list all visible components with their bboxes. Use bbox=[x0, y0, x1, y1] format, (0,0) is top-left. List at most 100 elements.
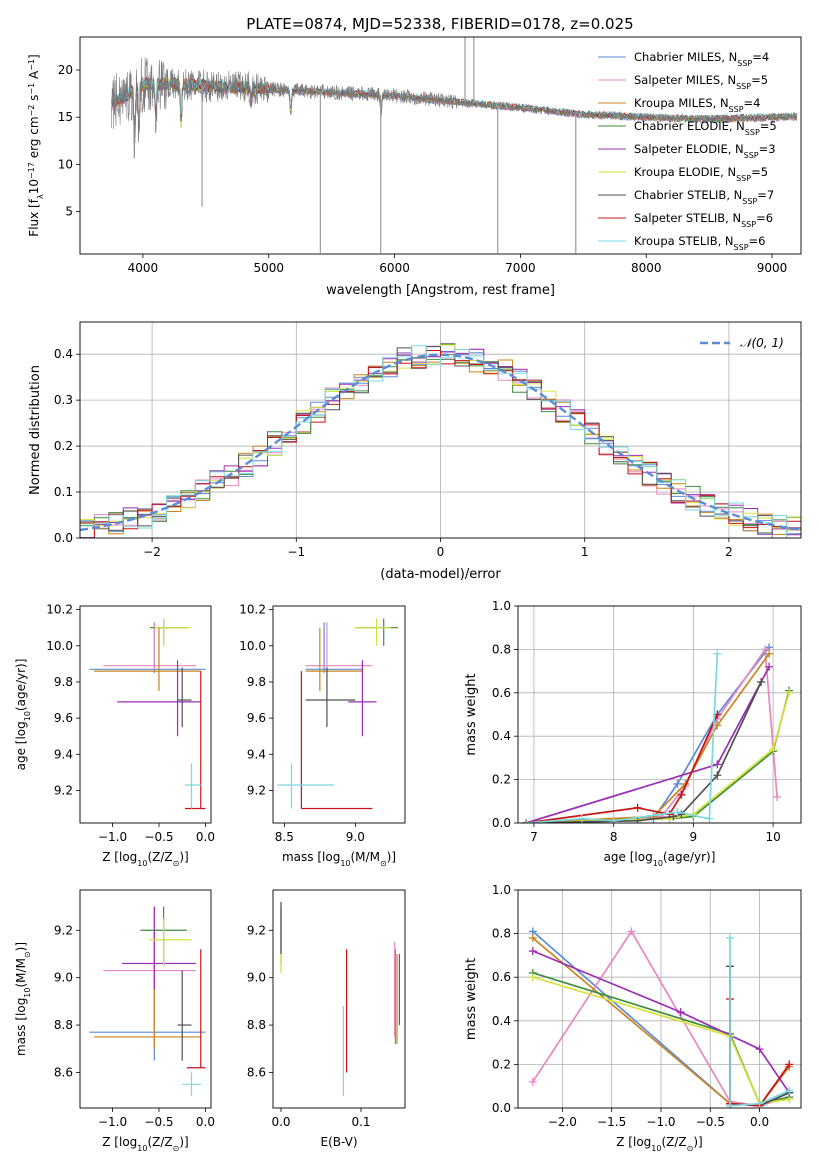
x-tick-label: 0.0 bbox=[750, 1115, 769, 1129]
y-tick-label: 0.1 bbox=[54, 485, 73, 499]
legend-label: Kroupa MILES, NSSP=4 bbox=[634, 96, 760, 114]
spectrum-panel: 4000 5000 6000 7000 8000 9000 5 10 15 20 wavelengt… bbox=[27, 36, 802, 298]
x-tick-label: −1 bbox=[287, 545, 305, 559]
mass-weight-marker bbox=[677, 790, 686, 799]
y-axis-label: mass weight bbox=[464, 673, 479, 755]
x-tick-label: −2 bbox=[143, 545, 161, 559]
mass-weight-marker bbox=[726, 933, 735, 942]
mass-weight-marker bbox=[673, 779, 682, 788]
legend-label: Salpeter ELODIE, NSSP=3 bbox=[634, 142, 776, 160]
plot-area bbox=[89, 906, 206, 1097]
x-tick-label: −1.0 bbox=[646, 1115, 675, 1129]
y-tick-label: 10 bbox=[58, 157, 73, 171]
legend-label: Salpeter MILES, NSSP=5 bbox=[634, 73, 768, 91]
y-tick-label: 0.3 bbox=[54, 393, 73, 407]
mass-weight-marker bbox=[785, 1060, 794, 1069]
plot-area bbox=[528, 927, 794, 1108]
age-vs-metallicity-panel: −1.0 −0.5 0.0 9.2 9.4 9.6 9.8 10.0 10.2 Z [log10(… bbox=[14, 603, 215, 868]
plot-area bbox=[89, 618, 206, 810]
x-tick-label: −0.5 bbox=[696, 1115, 725, 1129]
legend-label: 𝒩(0, 1) bbox=[740, 336, 784, 350]
mass-weight-marker bbox=[755, 1099, 764, 1108]
x-tick-label: 8.5 bbox=[275, 830, 294, 844]
x-tick-label: 8 bbox=[610, 830, 618, 844]
mass-weight-marker bbox=[769, 745, 778, 754]
figure-title: PLATE=0874, MJD=52338, FIBERID=0178, z=0… bbox=[246, 15, 633, 33]
y-tick-label: 0.0 bbox=[54, 531, 73, 545]
axes-frame bbox=[79, 36, 802, 255]
y-tick-label: 0.4 bbox=[492, 729, 511, 743]
mass-weight-marker bbox=[765, 649, 774, 658]
x-tick-label: 0 bbox=[437, 545, 445, 559]
x-tick-label: 7 bbox=[530, 830, 538, 844]
y-tick-label: 15 bbox=[58, 110, 73, 124]
mass-weight-marker bbox=[757, 677, 766, 686]
mass-weight-line bbox=[525, 653, 719, 823]
mass-weight-marker bbox=[676, 1008, 685, 1017]
x-tick-label: 9000 bbox=[757, 261, 788, 275]
y-tick-label: 20 bbox=[58, 63, 73, 77]
mass-weight-marker bbox=[521, 819, 530, 823]
mass-weight-marker bbox=[528, 973, 537, 982]
y-axis-label: mass [log10(M/M⊙)] bbox=[14, 942, 32, 1056]
mass-weight-line bbox=[525, 692, 790, 823]
observed-spectrum-line bbox=[111, 57, 798, 159]
y-tick-label: 0.2 bbox=[492, 1057, 511, 1071]
mass-weight-marker bbox=[726, 1101, 735, 1108]
mass-weight-marker bbox=[673, 808, 682, 817]
x-tick-label: −0.5 bbox=[144, 1115, 173, 1129]
y-tick-label: 9.0 bbox=[247, 971, 266, 985]
y-tick-label: 9.6 bbox=[247, 711, 266, 725]
plot-area bbox=[277, 618, 398, 810]
y-tick-label: 9.8 bbox=[54, 675, 73, 689]
mass-weight-marker bbox=[528, 1077, 537, 1086]
y-tick-label: 0.0 bbox=[492, 816, 511, 830]
legend-label: Chabrier MILES, NSSP=4 bbox=[634, 50, 769, 68]
x-tick-label: 9 bbox=[690, 830, 698, 844]
x-tick-label: 0.1 bbox=[351, 1115, 370, 1129]
x-axis-label: E(B-V) bbox=[320, 1135, 357, 1149]
mass-weight-marker bbox=[773, 792, 782, 801]
residual-histogram-panel: −2 −1 0 1 2 0.0 0.1 0.2 0.3 0.4 𝒩(0, 1) (data-model… bbox=[28, 321, 802, 582]
x-axis-label: age [log10(age/yr)] bbox=[604, 850, 716, 868]
x-tick-label: 4000 bbox=[128, 261, 159, 275]
massweight-vs-age-panel: 7 8 9 10 0.0 0.2 0.4 0.6 0.8 1.0 age [log10(age/yr… bbox=[464, 599, 802, 868]
y-tick-label: 9.4 bbox=[54, 747, 73, 761]
x-tick-label: 2 bbox=[725, 545, 733, 559]
y-tick-label: 0.8 bbox=[492, 642, 511, 656]
y-tick-label: 10.0 bbox=[46, 639, 73, 653]
x-tick-label: −1.5 bbox=[597, 1115, 626, 1129]
y-tick-label: 1.0 bbox=[492, 883, 511, 897]
legend-label: Kroupa STELIB, NSSP=6 bbox=[634, 234, 765, 252]
x-axis-label: (data-model)/error bbox=[380, 567, 501, 582]
axes-frame bbox=[272, 605, 406, 824]
x-tick-label: 0.0 bbox=[196, 830, 215, 844]
mass-weight-marker bbox=[713, 760, 722, 769]
y-axis-label: Normed distribution bbox=[28, 365, 43, 495]
mass-weight-marker bbox=[528, 947, 537, 956]
y-tick-label: 5 bbox=[65, 205, 73, 219]
axes-frame bbox=[79, 889, 212, 1109]
x-tick-label: 1 bbox=[581, 545, 589, 559]
x-tick-label: −0.5 bbox=[144, 830, 173, 844]
y-tick-label: 10.2 bbox=[239, 603, 266, 617]
x-tick-label: 9.0 bbox=[346, 830, 365, 844]
mass-weight-line bbox=[525, 666, 770, 823]
y-tick-label: 9.0 bbox=[54, 971, 73, 985]
plot-area bbox=[280, 901, 400, 1097]
y-tick-label: 0.4 bbox=[54, 347, 73, 361]
y-tick-label: 0.6 bbox=[492, 686, 511, 700]
legend-label: Chabrier ELODIE, NSSP=5 bbox=[634, 119, 777, 137]
histogram-step bbox=[80, 345, 801, 538]
x-tick-label: −2.0 bbox=[548, 1115, 577, 1129]
mass-weight-line bbox=[525, 690, 790, 823]
mass-weight-marker bbox=[761, 645, 770, 654]
plot-area bbox=[111, 37, 798, 254]
axes-frame bbox=[517, 889, 802, 1109]
y-tick-label: 0.0 bbox=[492, 1101, 511, 1115]
legend-label: Salpeter STELIB, NSSP=6 bbox=[634, 211, 773, 229]
mass-weight-marker bbox=[528, 933, 537, 942]
y-tick-label: 1.0 bbox=[492, 599, 511, 613]
gaussian-curve bbox=[80, 353, 801, 532]
